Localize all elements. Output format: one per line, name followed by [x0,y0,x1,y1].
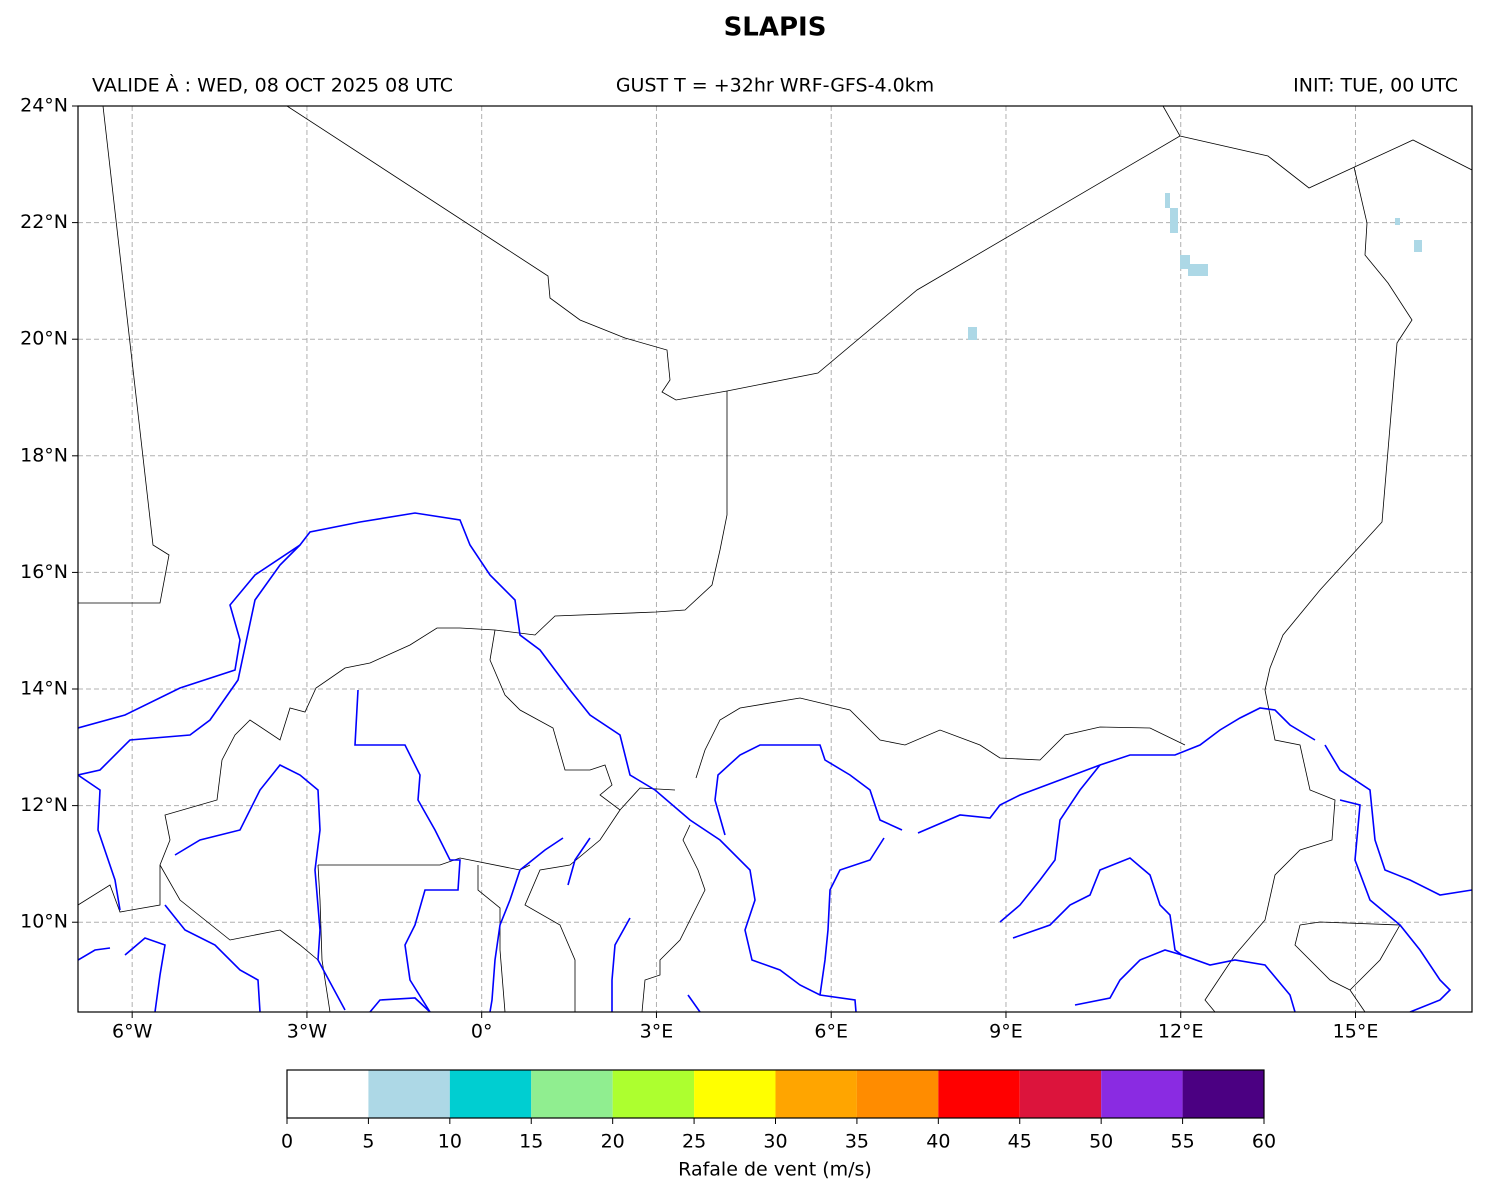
x-tick-label: 3°W [287,1021,328,1043]
border [477,865,506,1012]
colorbar-tick-label: 5 [362,1131,374,1153]
border [1179,135,1472,189]
x-tick-label: 3°E [640,1021,674,1043]
valid-time: VALIDE À : WED, 08 OCT 2025 08 UTC [92,74,453,97]
colorbar-tick-label: 15 [519,1131,543,1153]
river [124,937,166,1012]
y-tick-label: 24°N [20,95,68,117]
gust-patches [968,193,1422,340]
border [318,857,531,871]
y-tick-label: 12°N [20,794,68,816]
river [78,544,301,776]
gust-patch [1188,264,1208,276]
river [687,994,701,1012]
colorbar-bin [775,1070,857,1118]
colorbar-tick-label: 35 [845,1131,869,1153]
border [159,864,319,961]
colorbar-bin [368,1070,450,1118]
colorbar-tick-label: 10 [438,1131,462,1153]
border [78,391,728,913]
river [78,774,121,911]
colorbar-bin [856,1070,939,1118]
border [286,106,1181,401]
border [78,106,170,604]
x-tick-label: 0° [471,1021,493,1043]
border [1204,166,1413,1012]
colorbar: 0 5 10 15 20 25 30 35 40 45 50 55 60 [281,1069,1276,1153]
y-tick-label: 14°N [20,678,68,700]
river [174,763,346,1011]
river [714,744,903,836]
colorbar-tick-label: 40 [926,1131,950,1153]
colorbar-tick-label: 45 [1008,1131,1032,1153]
border [524,809,621,1012]
colorbar-bin [938,1070,1020,1118]
colorbar-tick-label: 60 [1252,1131,1276,1153]
title: SLAPIS [724,13,827,43]
border [489,629,676,811]
colorbar-tick-label: 30 [763,1131,787,1153]
river [1339,799,1452,1012]
river [1012,857,1296,1012]
colorbar-tick-label: 55 [1170,1131,1194,1153]
gust-patch [1414,240,1422,252]
border [317,864,331,1012]
river [999,764,1101,923]
river [1324,744,1472,896]
x-tick-label: 6°W [112,1021,153,1043]
init-time: INIT: TUE, 00 UTC [1293,75,1458,97]
x-tick-label: 6°E [814,1021,848,1043]
colorbar-bin [1182,1070,1264,1118]
colorbar-tick-label: 0 [281,1131,293,1153]
gust-patch [1170,208,1178,233]
borders [78,106,1472,1012]
river [369,997,431,1012]
map-layers [78,106,1472,1012]
x-tick-label: 15°E [1333,1021,1379,1043]
river [489,837,591,1012]
border [641,824,706,1012]
colorbar-bin [694,1070,776,1118]
colorbar-bin [531,1070,613,1118]
y-tick-label: 20°N [20,328,68,350]
colorbar-label: Rafale de vent (m/s) [678,1159,872,1181]
river [917,707,1316,834]
colorbar-bin [1101,1070,1183,1118]
river [78,512,857,1012]
colorbar-bin [1019,1070,1102,1118]
river [819,837,885,996]
rivers [78,512,1472,1012]
x-tick-label: 9°E [989,1021,1023,1043]
river [354,689,461,1012]
colorbar-bin [449,1070,532,1118]
run-info: GUST T = +32hr WRF-GFS-4.0km [616,75,934,97]
river [78,947,111,961]
y-tick-label: 10°N [20,911,68,933]
y-tick-label: 18°N [20,444,68,466]
gust-patch [1165,193,1170,208]
colorbar-bin [612,1070,695,1118]
gust-patch [1180,255,1190,269]
river [164,904,261,1012]
river [1074,949,1183,1006]
colorbar-bin [287,1070,369,1118]
y-tick-label: 22°N [20,211,68,233]
border [695,697,1186,779]
gust-patch [1395,218,1400,225]
colorbar-tick-label: 20 [601,1131,625,1153]
colorbar-tick-label: 25 [682,1131,706,1153]
gust-patch [968,327,977,340]
x-tick-label: 12°E [1158,1021,1204,1043]
border [1294,921,1401,1012]
colorbar-tick-label: 50 [1089,1131,1113,1153]
river [611,917,631,1012]
y-tick-label: 16°N [20,561,68,583]
map-frame [77,105,1473,1013]
